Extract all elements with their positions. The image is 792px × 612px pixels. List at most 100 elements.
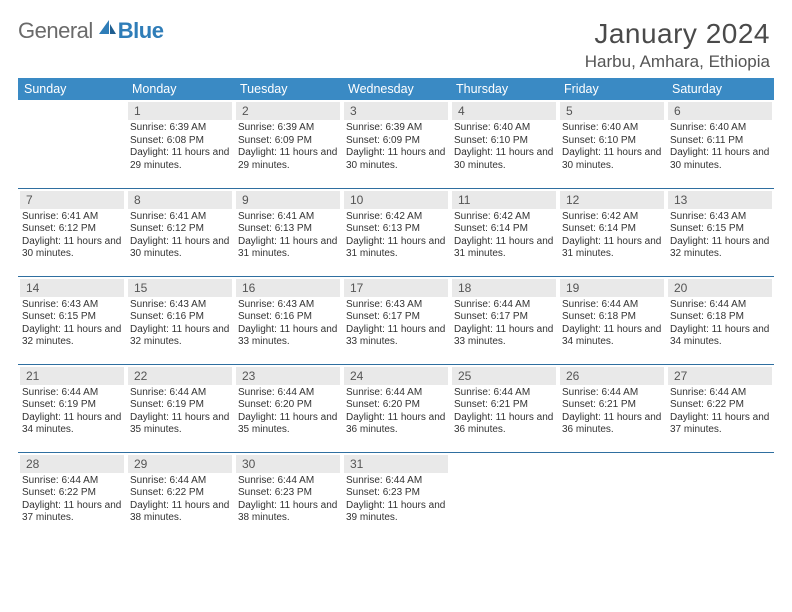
- sunset-line: Sunset: 6:18 PM: [670, 311, 770, 324]
- daylight-line: Daylight: 11 hours and 31 minutes.: [562, 236, 662, 261]
- calendar-day-cell: [450, 452, 558, 540]
- sunrise-line: Sunrise: 6:44 AM: [22, 387, 122, 400]
- day-number: 26: [560, 367, 664, 385]
- sunset-line: Sunset: 6:14 PM: [562, 223, 662, 236]
- day-number: 2: [236, 102, 340, 120]
- brand-text-general: General: [18, 18, 93, 44]
- calendar-day-cell: 25Sunrise: 6:44 AMSunset: 6:21 PMDayligh…: [450, 364, 558, 452]
- calendar-day-cell: [558, 452, 666, 540]
- sunset-line: Sunset: 6:22 PM: [22, 487, 122, 500]
- day-details: Sunrise: 6:44 AMSunset: 6:20 PMDaylight:…: [234, 385, 342, 439]
- sunset-line: Sunset: 6:12 PM: [22, 223, 122, 236]
- day-number: 16: [236, 279, 340, 297]
- sunrise-line: Sunrise: 6:44 AM: [22, 475, 122, 488]
- day-details: Sunrise: 6:43 AMSunset: 6:17 PMDaylight:…: [342, 297, 450, 351]
- day-number: 24: [344, 367, 448, 385]
- brand-logo: General Blue: [18, 18, 163, 44]
- sunrise-line: Sunrise: 6:40 AM: [670, 122, 770, 135]
- calendar-day-cell: 5Sunrise: 6:40 AMSunset: 6:10 PMDaylight…: [558, 100, 666, 188]
- sunrise-line: Sunrise: 6:43 AM: [130, 299, 230, 312]
- calendar-day-cell: 22Sunrise: 6:44 AMSunset: 6:19 PMDayligh…: [126, 364, 234, 452]
- day-details: Sunrise: 6:40 AMSunset: 6:10 PMDaylight:…: [558, 120, 666, 174]
- sunrise-line: Sunrise: 6:44 AM: [454, 299, 554, 312]
- day-details: Sunrise: 6:43 AMSunset: 6:16 PMDaylight:…: [126, 297, 234, 351]
- sunrise-line: Sunrise: 6:40 AM: [562, 122, 662, 135]
- day-number: 27: [668, 367, 772, 385]
- sunrise-line: Sunrise: 6:42 AM: [454, 211, 554, 224]
- sunrise-line: Sunrise: 6:44 AM: [346, 387, 446, 400]
- sunrise-line: Sunrise: 6:44 AM: [670, 299, 770, 312]
- daylight-line: Daylight: 11 hours and 29 minutes.: [238, 147, 338, 172]
- sunset-line: Sunset: 6:10 PM: [562, 135, 662, 148]
- calendar-table: SundayMondayTuesdayWednesdayThursdayFrid…: [18, 78, 774, 540]
- sunset-line: Sunset: 6:13 PM: [238, 223, 338, 236]
- daylight-line: Daylight: 11 hours and 30 minutes.: [670, 147, 770, 172]
- weekday-header: Tuesday: [234, 78, 342, 100]
- sunset-line: Sunset: 6:19 PM: [22, 399, 122, 412]
- day-number: 18: [452, 279, 556, 297]
- day-number: 25: [452, 367, 556, 385]
- daylight-line: Daylight: 11 hours and 36 minutes.: [562, 412, 662, 437]
- sunrise-line: Sunrise: 6:44 AM: [346, 475, 446, 488]
- sunset-line: Sunset: 6:21 PM: [454, 399, 554, 412]
- brand-sail-icon: [97, 18, 117, 44]
- calendar-day-cell: [18, 100, 126, 188]
- weekday-header: Wednesday: [342, 78, 450, 100]
- day-number: 28: [20, 455, 124, 473]
- daylight-line: Daylight: 11 hours and 34 minutes.: [22, 412, 122, 437]
- day-number: 31: [344, 455, 448, 473]
- calendar-week-row: 7Sunrise: 6:41 AMSunset: 6:12 PMDaylight…: [18, 188, 774, 276]
- daylight-line: Daylight: 11 hours and 30 minutes.: [562, 147, 662, 172]
- calendar-day-cell: 6Sunrise: 6:40 AMSunset: 6:11 PMDaylight…: [666, 100, 774, 188]
- sunrise-line: Sunrise: 6:44 AM: [670, 387, 770, 400]
- sunrise-line: Sunrise: 6:43 AM: [238, 299, 338, 312]
- day-details: Sunrise: 6:44 AMSunset: 6:22 PMDaylight:…: [18, 473, 126, 527]
- day-number: 21: [20, 367, 124, 385]
- sunset-line: Sunset: 6:23 PM: [238, 487, 338, 500]
- day-details: Sunrise: 6:40 AMSunset: 6:10 PMDaylight:…: [450, 120, 558, 174]
- daylight-line: Daylight: 11 hours and 32 minutes.: [22, 324, 122, 349]
- calendar-day-cell: 2Sunrise: 6:39 AMSunset: 6:09 PMDaylight…: [234, 100, 342, 188]
- calendar-day-cell: 26Sunrise: 6:44 AMSunset: 6:21 PMDayligh…: [558, 364, 666, 452]
- day-details: Sunrise: 6:41 AMSunset: 6:13 PMDaylight:…: [234, 209, 342, 263]
- day-details: Sunrise: 6:44 AMSunset: 6:18 PMDaylight:…: [558, 297, 666, 351]
- day-number: 10: [344, 191, 448, 209]
- sunrise-line: Sunrise: 6:40 AM: [454, 122, 554, 135]
- calendar-day-cell: 27Sunrise: 6:44 AMSunset: 6:22 PMDayligh…: [666, 364, 774, 452]
- day-details: Sunrise: 6:39 AMSunset: 6:09 PMDaylight:…: [234, 120, 342, 174]
- sunrise-line: Sunrise: 6:44 AM: [130, 387, 230, 400]
- calendar-day-cell: 4Sunrise: 6:40 AMSunset: 6:10 PMDaylight…: [450, 100, 558, 188]
- weekday-header: Saturday: [666, 78, 774, 100]
- sunset-line: Sunset: 6:16 PM: [130, 311, 230, 324]
- sunset-line: Sunset: 6:17 PM: [454, 311, 554, 324]
- sunset-line: Sunset: 6:12 PM: [130, 223, 230, 236]
- day-details: Sunrise: 6:41 AMSunset: 6:12 PMDaylight:…: [126, 209, 234, 263]
- calendar-day-cell: 24Sunrise: 6:44 AMSunset: 6:20 PMDayligh…: [342, 364, 450, 452]
- sunset-line: Sunset: 6:20 PM: [238, 399, 338, 412]
- day-details: Sunrise: 6:44 AMSunset: 6:17 PMDaylight:…: [450, 297, 558, 351]
- calendar-day-cell: 12Sunrise: 6:42 AMSunset: 6:14 PMDayligh…: [558, 188, 666, 276]
- day-number: 20: [668, 279, 772, 297]
- day-details: Sunrise: 6:44 AMSunset: 6:18 PMDaylight:…: [666, 297, 774, 351]
- sunset-line: Sunset: 6:10 PM: [454, 135, 554, 148]
- day-number: 30: [236, 455, 340, 473]
- day-number: 8: [128, 191, 232, 209]
- header-right: January 2024 Harbu, Amhara, Ethiopia: [585, 18, 774, 72]
- day-details: Sunrise: 6:42 AMSunset: 6:13 PMDaylight:…: [342, 209, 450, 263]
- daylight-line: Daylight: 11 hours and 30 minutes.: [454, 147, 554, 172]
- calendar-day-cell: 23Sunrise: 6:44 AMSunset: 6:20 PMDayligh…: [234, 364, 342, 452]
- sunset-line: Sunset: 6:15 PM: [22, 311, 122, 324]
- calendar-day-cell: 7Sunrise: 6:41 AMSunset: 6:12 PMDaylight…: [18, 188, 126, 276]
- calendar-day-cell: 10Sunrise: 6:42 AMSunset: 6:13 PMDayligh…: [342, 188, 450, 276]
- sunrise-line: Sunrise: 6:43 AM: [346, 299, 446, 312]
- calendar-day-cell: 28Sunrise: 6:44 AMSunset: 6:22 PMDayligh…: [18, 452, 126, 540]
- sunset-line: Sunset: 6:15 PM: [670, 223, 770, 236]
- daylight-line: Daylight: 11 hours and 38 minutes.: [238, 500, 338, 525]
- daylight-line: Daylight: 11 hours and 38 minutes.: [130, 500, 230, 525]
- calendar-week-row: 28Sunrise: 6:44 AMSunset: 6:22 PMDayligh…: [18, 452, 774, 540]
- sunset-line: Sunset: 6:22 PM: [130, 487, 230, 500]
- day-number: 23: [236, 367, 340, 385]
- sunrise-line: Sunrise: 6:42 AM: [346, 211, 446, 224]
- sunrise-line: Sunrise: 6:44 AM: [130, 475, 230, 488]
- daylight-line: Daylight: 11 hours and 33 minutes.: [346, 324, 446, 349]
